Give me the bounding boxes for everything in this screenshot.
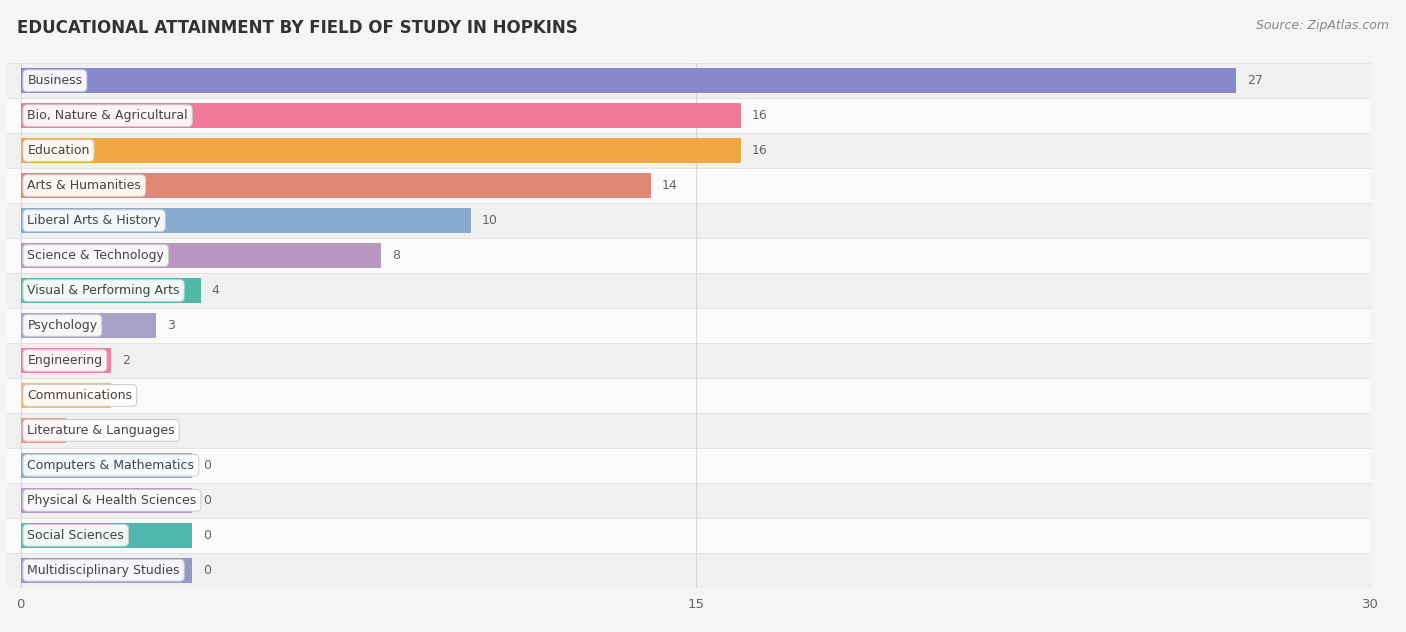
Bar	[21, 348, 111, 373]
Text: Business: Business	[27, 74, 83, 87]
Text: 0: 0	[202, 494, 211, 507]
Text: Literature & Languages: Literature & Languages	[27, 424, 174, 437]
Bar	[21, 383, 111, 408]
Text: Bio, Nature & Agricultural: Bio, Nature & Agricultural	[27, 109, 188, 122]
Text: Social Sciences: Social Sciences	[27, 529, 124, 542]
Text: 8: 8	[392, 249, 399, 262]
Bar	[7, 413, 1371, 448]
Bar	[7, 343, 1371, 378]
Text: Visual & Performing Arts: Visual & Performing Arts	[27, 284, 180, 297]
Text: Physical & Health Sciences: Physical & Health Sciences	[27, 494, 197, 507]
Text: 0: 0	[202, 564, 211, 577]
Text: Multidisciplinary Studies: Multidisciplinary Studies	[27, 564, 180, 577]
Text: 2: 2	[122, 354, 129, 367]
Bar	[21, 453, 191, 478]
Text: Science & Technology: Science & Technology	[27, 249, 165, 262]
Text: Computers & Mathematics: Computers & Mathematics	[27, 459, 194, 472]
Bar	[21, 557, 191, 583]
Text: Communications: Communications	[27, 389, 132, 402]
Bar	[21, 278, 201, 303]
Text: 27: 27	[1247, 74, 1263, 87]
Bar	[7, 448, 1371, 483]
Bar	[7, 133, 1371, 168]
Text: 4: 4	[212, 284, 219, 297]
Bar	[7, 518, 1371, 553]
Text: 2: 2	[122, 389, 129, 402]
Text: Engineering: Engineering	[27, 354, 103, 367]
Bar	[7, 98, 1371, 133]
Bar	[7, 273, 1371, 308]
Bar	[21, 173, 651, 198]
Text: 14: 14	[662, 179, 678, 192]
Bar	[7, 63, 1371, 98]
Text: Education: Education	[27, 144, 90, 157]
Bar	[7, 378, 1371, 413]
Bar	[7, 553, 1371, 588]
Bar	[7, 203, 1371, 238]
Text: 0: 0	[202, 459, 211, 472]
Bar	[7, 168, 1371, 203]
Text: Arts & Humanities: Arts & Humanities	[27, 179, 141, 192]
Text: 16: 16	[752, 144, 768, 157]
Text: Liberal Arts & History: Liberal Arts & History	[27, 214, 160, 227]
Bar	[21, 68, 1236, 94]
Bar	[7, 238, 1371, 273]
Bar	[21, 418, 66, 443]
Text: 16: 16	[752, 109, 768, 122]
Text: 1: 1	[77, 424, 84, 437]
Text: 0: 0	[202, 529, 211, 542]
Bar	[7, 308, 1371, 343]
Bar	[21, 523, 191, 548]
Text: 3: 3	[167, 319, 174, 332]
Bar	[7, 483, 1371, 518]
Bar	[21, 138, 741, 163]
Bar	[21, 313, 156, 338]
Bar	[21, 208, 471, 233]
Bar	[21, 243, 381, 268]
Text: 10: 10	[482, 214, 498, 227]
Text: Psychology: Psychology	[27, 319, 97, 332]
Bar	[21, 103, 741, 128]
Bar	[21, 488, 191, 513]
Text: Source: ZipAtlas.com: Source: ZipAtlas.com	[1256, 19, 1389, 32]
Text: EDUCATIONAL ATTAINMENT BY FIELD OF STUDY IN HOPKINS: EDUCATIONAL ATTAINMENT BY FIELD OF STUDY…	[17, 19, 578, 37]
